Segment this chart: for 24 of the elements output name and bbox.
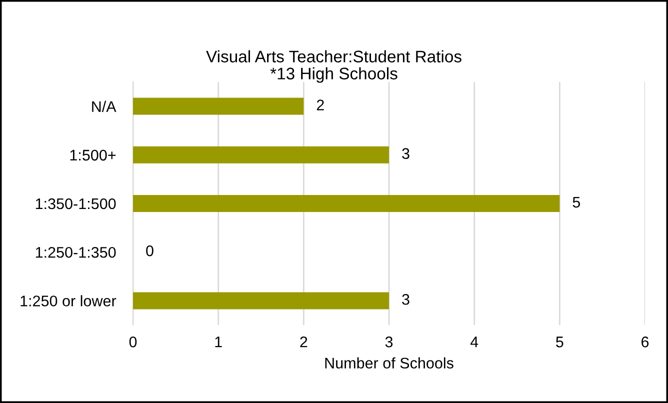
data-label: 2 [316,100,324,110]
x-tick-label: 4 [470,336,478,348]
x-tick-label: 3 [385,336,393,348]
x-tick-label: 1 [215,336,222,348]
bar [133,146,389,164]
x-tick-label: 2 [300,336,308,348]
data-label: 0 [146,245,154,256]
data-label: 5 [572,196,580,208]
x-tick-label: 5 [556,336,564,348]
y-tick-label: 1:500+ [70,150,116,161]
chart-title: Visual Arts Teacher:Student Ratios [206,50,462,62]
data-label: 3 [402,148,410,159]
bar [133,194,560,212]
bar [133,292,389,310]
bar [133,98,304,115]
y-tick-label: N/A [92,100,116,112]
chart-subtitle: *13 High Schools [270,67,398,83]
y-tick-label: 1:250 or lower [20,295,116,306]
x-axis-title: Number of Schools [325,357,454,369]
y-tick-label: 1:350-1:500 [36,198,116,210]
data-label: 3 [402,294,410,305]
y-tick-label: 1:250-1:350 [36,246,116,258]
x-tick-label: 0 [129,336,137,348]
x-tick-label: 6 [642,336,649,348]
